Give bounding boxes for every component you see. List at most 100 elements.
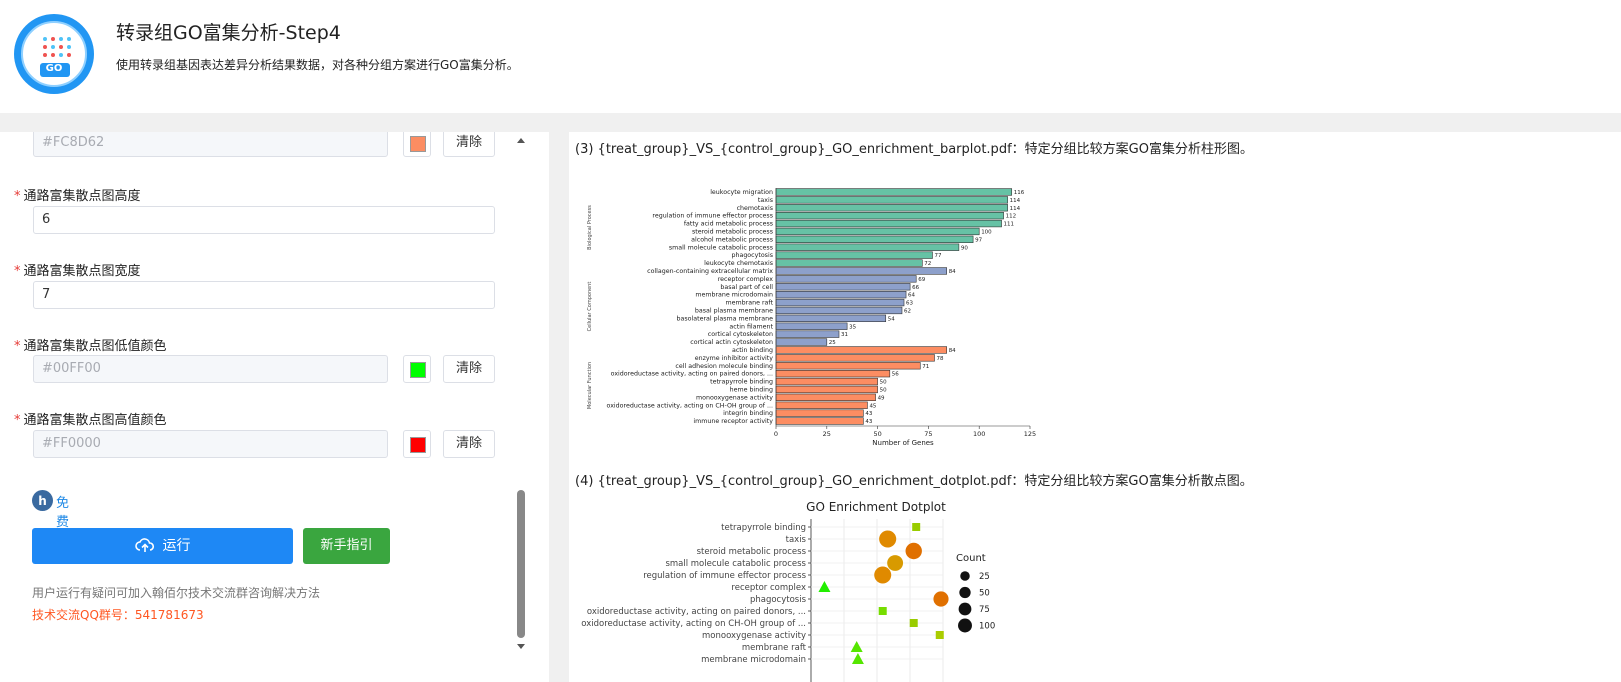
bar-value-label: 25	[829, 340, 836, 346]
x-tick-label: 125	[1024, 430, 1036, 438]
logo-label: GO	[45, 63, 63, 74]
bar-value-label: 111	[1004, 222, 1015, 228]
width-label: * 通路富集散点图宽度	[14, 264, 141, 279]
bar-category-label: cortical cytoskeleton	[708, 331, 773, 338]
dot-category-label: oxidoreductase activity, acting on CH-OH…	[581, 619, 806, 629]
bar-category-label: leukocyte migration	[710, 189, 773, 196]
parameter-panel: #FC8D62 清除 * 通路富集散点图高度 6 * 通路富集散点图宽度 7 * 通路…	[0, 132, 549, 682]
dotplot-title: GO Enrichment Dotplot	[806, 500, 946, 514]
bar	[775, 377, 878, 386]
dot-point	[818, 581, 831, 592]
bar-value-label: 35	[849, 324, 856, 330]
bar-value-label: 84	[949, 348, 956, 354]
height-label: * 通路富集散点图高度	[14, 189, 141, 204]
bar-value-label: 43	[865, 411, 872, 417]
dot-point	[878, 607, 887, 615]
bar-value-label: 71	[922, 364, 929, 370]
bar-category-label: actin filament	[729, 323, 773, 330]
height-input[interactable]: 6	[33, 206, 495, 234]
run-label: 运行	[162, 538, 191, 554]
legend-label: 75	[979, 605, 990, 615]
bar	[775, 354, 935, 362]
bar-category-label: basal plasma membrane	[695, 308, 773, 315]
bar	[775, 196, 1008, 204]
bar-value-label: 31	[841, 332, 848, 338]
bar-value-label: 63	[906, 301, 913, 307]
bar-value-label: 77	[934, 253, 941, 259]
bar-value-label: 50	[880, 388, 887, 394]
bar-value-label: 78	[936, 356, 943, 362]
group-label: Cellular Component	[587, 282, 593, 332]
bar-value-label: 54	[888, 316, 895, 322]
high-color-label: * 通路富集散点图高值颜色	[14, 413, 167, 428]
high-color-picker[interactable]	[403, 430, 431, 458]
scroll-up-arrow-icon[interactable]	[517, 138, 525, 143]
bar-category-label: tetrapyrrole binding	[710, 379, 773, 386]
top-color-input[interactable]: #FC8D62	[33, 132, 388, 157]
bar-value-label: 43	[865, 419, 872, 425]
bar-category-label: small molecule catabolic process	[669, 244, 773, 251]
bar-category-label: immune receptor activity	[693, 418, 773, 425]
bar-category-label: fatty acid metabolic process	[684, 221, 773, 228]
bar-category-label: actin binding	[732, 347, 773, 354]
bar-category-label: alcohol metabolic process	[691, 236, 773, 243]
caption-barplot: (3) {treat_group}_VS_{control_group}_GO_…	[575, 142, 1253, 157]
x-tick-label: 100	[973, 430, 985, 438]
high-color-clear-button[interactable]: 清除	[443, 430, 495, 458]
help-text: 用户运行有疑问可加入翰佰尔技术交流群咨询解决方法	[32, 586, 321, 600]
bar-category-label: leukocyte chemotaxis	[704, 260, 773, 267]
cloud-upload-icon	[134, 538, 154, 552]
svg-text:h: h	[38, 494, 47, 508]
bar-category-label: cell adhesion molecule binding	[675, 363, 773, 370]
bar-value-label: 116	[1014, 190, 1025, 196]
dot-category-label: small molecule catabolic process	[665, 559, 806, 569]
bar-category-label: basal part of cell	[720, 284, 773, 291]
bar-value-label: 69	[918, 277, 925, 283]
app-header: GO 转录组GO富集分析-Step4 使用转录组基因表达差异分析结果数据，对各种…	[0, 0, 1621, 113]
bar-category-label: regulation of immune effector process	[652, 213, 773, 220]
legend-dot	[958, 618, 972, 633]
bar-category-label: cortical actin cytoskeleton	[690, 339, 773, 346]
low-color-input[interactable]: #00FF00	[33, 355, 388, 383]
bar-value-label: 72	[924, 261, 931, 267]
bar	[775, 417, 864, 425]
left-scrollbar[interactable]	[515, 132, 527, 682]
bar-category-label: receptor complex	[718, 276, 774, 283]
width-input[interactable]: 7	[33, 281, 495, 309]
guide-button[interactable]: 新手指引	[303, 528, 390, 564]
scroll-thumb[interactable]	[517, 490, 525, 638]
dot-category-label: steroid metabolic process	[697, 547, 807, 557]
high-color-input[interactable]: #FF0000	[33, 430, 388, 458]
scroll-down-arrow-icon[interactable]	[517, 644, 525, 649]
low-color-clear-button[interactable]: 清除	[443, 355, 495, 383]
legend-title: Count	[956, 553, 986, 564]
dot-point	[887, 555, 904, 571]
free-icon: h	[32, 490, 53, 511]
dot-category-label: phagocytosis	[750, 595, 807, 605]
x-tick-label: 0	[774, 430, 778, 438]
legend-dot	[959, 586, 971, 599]
bar	[775, 227, 980, 236]
group-label: Biological Process	[587, 205, 593, 250]
dot-point	[851, 653, 864, 664]
bar	[775, 291, 907, 299]
dot-category-label: tetrapyrrole binding	[721, 523, 806, 533]
go-logo: GO	[14, 14, 94, 94]
bar	[775, 346, 947, 354]
dot-point	[905, 542, 922, 560]
legend-label: 25	[979, 572, 990, 582]
bar-value-label: 114	[1010, 206, 1021, 212]
top-clear-button[interactable]: 清除	[443, 132, 495, 157]
low-color-picker[interactable]	[403, 355, 431, 383]
run-button[interactable]: 运行	[32, 528, 293, 564]
bar	[775, 219, 1002, 228]
dot-point	[874, 566, 892, 584]
bar-category-label: oxidoreductase activity, acting on paire…	[611, 371, 773, 378]
dot-category-label: monooxygenase activity	[702, 631, 806, 641]
bar-value-label: 50	[880, 380, 887, 386]
top-color-picker[interactable]	[403, 132, 431, 157]
caption-dotplot: (4) {treat_group}_VS_{control_group}_GO_…	[575, 474, 1253, 489]
bar-category-label: steroid metabolic process	[692, 229, 773, 236]
bar-value-label: 100	[981, 230, 992, 236]
bar	[775, 370, 891, 378]
